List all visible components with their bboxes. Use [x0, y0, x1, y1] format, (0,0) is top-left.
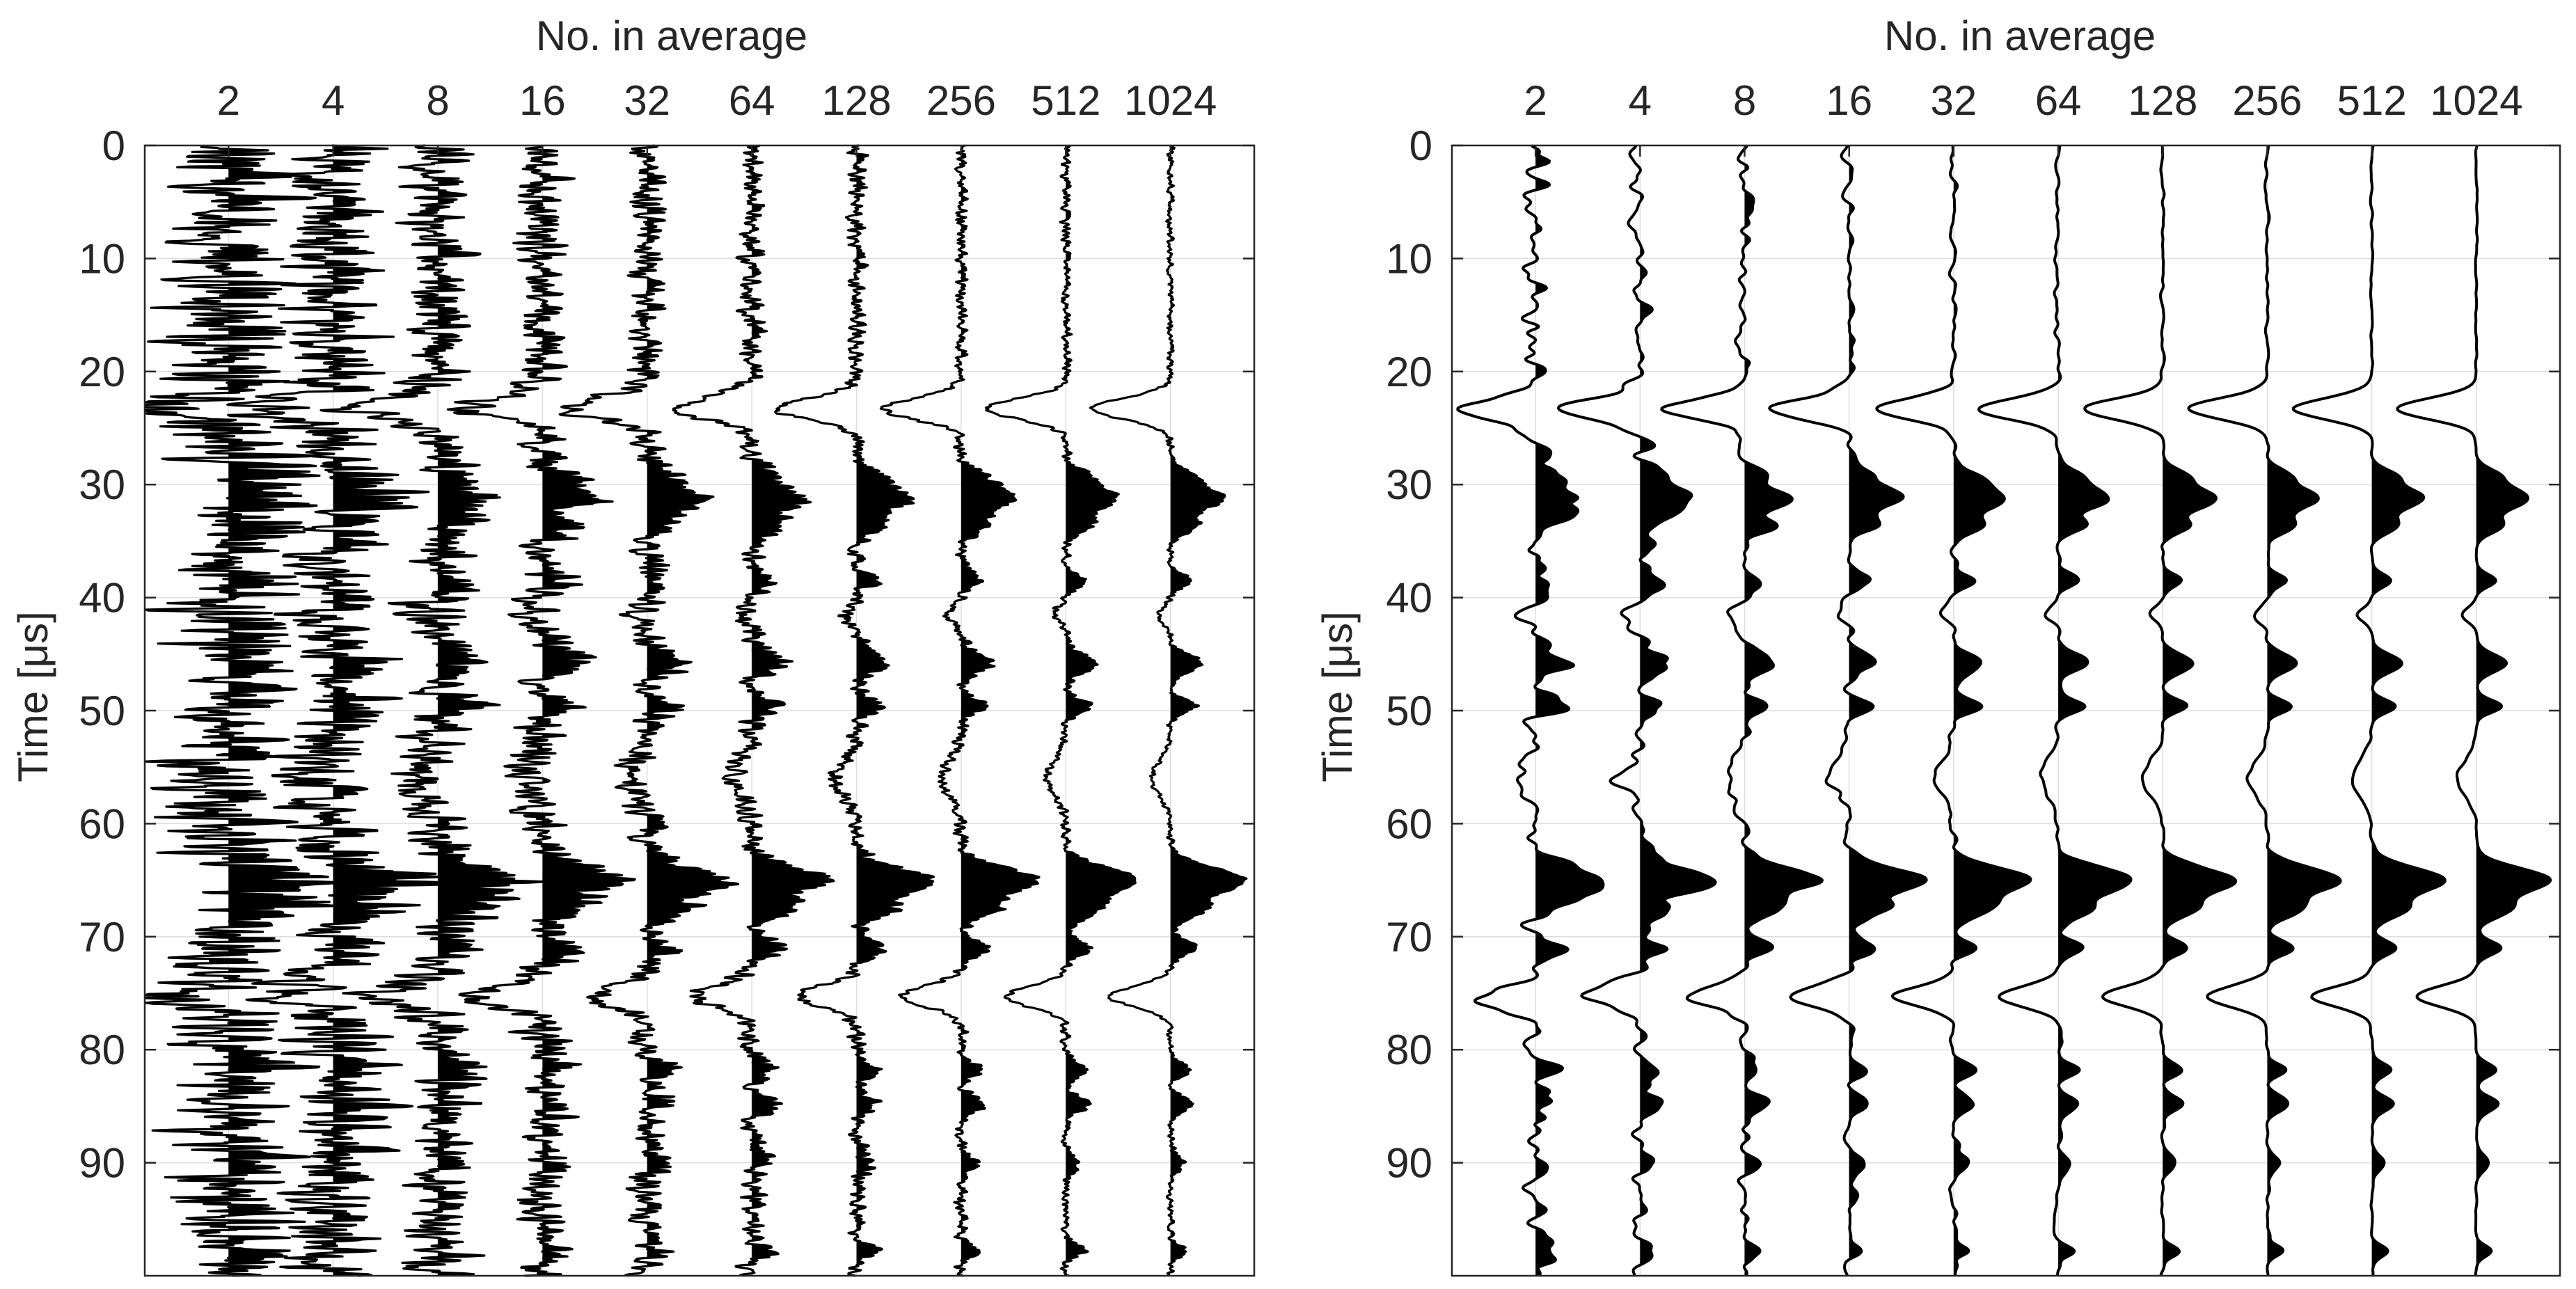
x-tick-label: 128: [2128, 77, 2197, 124]
trace-32: [1875, 145, 2032, 1276]
x-tick-label: 1024: [1124, 77, 1217, 124]
x-tick-label: 4: [322, 77, 345, 124]
x-tick-label: 64: [2035, 77, 2082, 124]
y-tick-label: 90: [79, 1140, 125, 1187]
trace-64: [1977, 145, 2133, 1276]
y-tick-label: 10: [1386, 235, 1432, 282]
y-tick-label: 90: [1386, 1140, 1432, 1187]
trace-fill-16: [1849, 145, 1927, 1276]
x-tick-label: 1024: [2430, 77, 2522, 124]
trace-16: [446, 145, 636, 1277]
trace-fill-256: [2267, 145, 2341, 1276]
trace-2: [1456, 144, 1605, 1276]
left-panel: 0 10 20 30 40 50 60 70 80 90 2 4 8 16 32 64 128 256 512 102…: [10, 13, 1256, 1277]
x-tick-label: 2: [1524, 77, 1547, 124]
trace-256: [879, 144, 1041, 1277]
y-axis-title: Time [μs]: [10, 611, 56, 782]
trace-fill-512: [2371, 145, 2445, 1276]
right-panel: 0 10 20 30 40 50 60 70 80 90 2 4 8 16 32 64 128 256 512 102…: [1314, 13, 2561, 1277]
x-tick-label: 128: [822, 77, 892, 124]
x-tick-label: 512: [2337, 77, 2407, 124]
trace-fill-64: [2058, 145, 2131, 1276]
x-tick-label: 2: [217, 77, 240, 124]
x-tick-label: 256: [2232, 77, 2302, 124]
trace-16: [1768, 145, 1928, 1276]
y-tick-label: 50: [79, 688, 125, 734]
trace-8: [319, 144, 546, 1277]
trace-fill-512: [1066, 145, 1136, 1276]
trace-fill-8: [438, 145, 546, 1276]
x-tick-label: 8: [426, 77, 449, 124]
x-tick-label: 256: [926, 77, 996, 124]
x-axis-title: No. in average: [1884, 13, 2156, 59]
y-tick-label: 30: [1386, 461, 1432, 508]
x-tick-label: 8: [1733, 77, 1756, 124]
y-tick-label: 20: [1386, 349, 1432, 395]
y-tick-label: 80: [79, 1027, 125, 1073]
trace-fill-1024: [1170, 145, 1247, 1276]
y-tick-label: 40: [1386, 575, 1432, 622]
y-tick-label: 10: [79, 235, 125, 282]
trace-512: [2291, 145, 2447, 1276]
y-tick-label: 70: [79, 914, 125, 960]
y-tick-label: 30: [79, 461, 125, 508]
y-tick-label: 40: [79, 575, 125, 622]
x-tick-label: 64: [729, 77, 775, 124]
trace-1024: [2396, 145, 2552, 1276]
y-tick-label: 50: [1386, 688, 1432, 734]
y-tick-label: 80: [1386, 1027, 1432, 1073]
trace-64: [672, 144, 835, 1277]
x-tick-label: 16: [519, 77, 566, 124]
x-tick-label: 16: [1826, 77, 1872, 124]
x-tick-label: 512: [1031, 77, 1100, 124]
trace-fill-1024: [2476, 145, 2551, 1276]
traces: [1456, 144, 2552, 1276]
y-tick-label: 0: [102, 122, 125, 169]
y-tick-label: 70: [1386, 914, 1432, 960]
y-axis-title: Time [μs]: [1314, 611, 1361, 782]
x-axis-title: No. in average: [536, 13, 807, 59]
trace-32: [558, 144, 740, 1277]
trace-4: [226, 144, 462, 1277]
trace-1024: [1089, 144, 1248, 1277]
trace-512: [984, 144, 1137, 1277]
y-tick-label: 0: [1409, 122, 1432, 169]
trace-fill-8: [1744, 145, 1822, 1276]
x-tick-label: 32: [624, 77, 670, 124]
trace-8: [1660, 145, 1824, 1276]
trace-2: [145, 144, 352, 1277]
trace-4: [1556, 145, 1717, 1276]
trace-128: [774, 144, 935, 1277]
x-tick-label: 32: [1931, 77, 1977, 124]
y-tick-label: 60: [1386, 800, 1432, 847]
y-tick-label: 60: [79, 800, 125, 847]
y-tick-label: 20: [79, 349, 125, 395]
traces: [145, 144, 1248, 1277]
trace-128: [2083, 145, 2238, 1276]
x-tick-label: 4: [1629, 77, 1652, 124]
trace-256: [2187, 145, 2342, 1276]
trace-fill-32: [1953, 145, 2031, 1276]
